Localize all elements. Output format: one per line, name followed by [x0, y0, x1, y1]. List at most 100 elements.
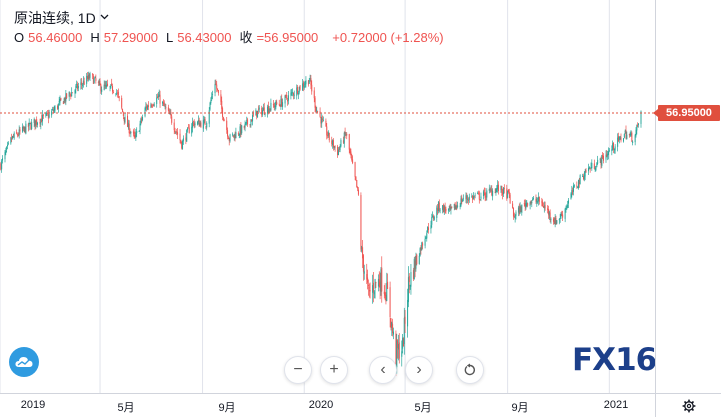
- candle-body: [349, 149, 351, 153]
- candle-316: [368, 283, 370, 298]
- candle-body: [332, 140, 334, 148]
- candle-543: [634, 133, 636, 146]
- candle-474: [553, 217, 555, 225]
- candlestick-chart[interactable]: [0, 0, 655, 393]
- candle-body: [103, 84, 105, 91]
- grid-lines: [0, 0, 610, 393]
- scroll-right-button[interactable]: ›: [405, 356, 433, 384]
- candle-261: [304, 80, 306, 88]
- candle-body: [599, 158, 601, 160]
- candle-body: [483, 190, 485, 192]
- candle-body: [24, 127, 26, 133]
- candle-94: [110, 83, 112, 89]
- candle-480: [560, 211, 562, 220]
- chevron-down-icon[interactable]: [100, 8, 109, 28]
- candle-body: [583, 175, 585, 180]
- symbol-title[interactable]: 原油连续, 1D: [14, 10, 96, 26]
- candle-465: [542, 202, 544, 208]
- candle-20: [23, 126, 25, 133]
- candle-271: [316, 106, 318, 113]
- candle-body: [570, 193, 572, 200]
- candle-65: [76, 80, 78, 88]
- candle-169: [197, 115, 199, 125]
- candle-body: [430, 225, 432, 230]
- candle-386: [450, 204, 452, 215]
- candle-310: [362, 239, 364, 269]
- candle-95: [111, 78, 113, 86]
- candle-421: [491, 185, 493, 197]
- candle-body: [162, 102, 164, 104]
- candle-body: [331, 140, 333, 145]
- candle-body: [531, 201, 533, 204]
- candle-body: [46, 112, 48, 114]
- open-value: 56.46000: [28, 30, 83, 45]
- candle-body: [373, 291, 375, 295]
- price-axis[interactable]: 56.95000: [653, 0, 721, 393]
- candle-body: [37, 122, 39, 125]
- cloud-icon[interactable]: [9, 347, 39, 377]
- candle-12: [13, 131, 15, 140]
- candle-430: [502, 188, 504, 200]
- candle-body: [18, 129, 20, 136]
- candle-body: [240, 125, 242, 134]
- candle-348: [407, 288, 409, 338]
- candle-113: [132, 129, 134, 137]
- candle-391: [456, 201, 458, 211]
- candle-463: [541, 197, 543, 207]
- candle-body: [83, 81, 85, 85]
- zoom-in-button[interactable]: +: [320, 356, 348, 384]
- reset-button[interactable]: [456, 356, 484, 384]
- candle-body: [457, 205, 459, 207]
- candle-53: [62, 100, 64, 105]
- candle-536: [625, 125, 627, 140]
- candle-body: [385, 294, 387, 302]
- chart-settings-button[interactable]: [655, 393, 721, 417]
- candle-85: [99, 78, 101, 86]
- candle-body: [461, 197, 463, 203]
- candle-body: [328, 132, 330, 141]
- candle-body: [392, 331, 394, 335]
- candle-body: [389, 287, 391, 317]
- candle-100: [117, 89, 119, 98]
- candle-107: [124, 113, 126, 124]
- candle-body: [12, 135, 14, 137]
- candle-body: [274, 105, 276, 107]
- chart-plot-area[interactable]: 原油连续, 1D O 56.46000 H 57.29000 L 56.43000 收…: [0, 0, 655, 393]
- candle-522: [608, 148, 610, 153]
- candle-body: [121, 98, 123, 108]
- candle-body: [133, 131, 135, 135]
- candle-235: [274, 102, 276, 111]
- candle-203: [237, 131, 239, 136]
- candle-96: [112, 83, 114, 95]
- candle-182: [212, 90, 214, 100]
- candle-body: [433, 216, 435, 220]
- candle-body: [447, 208, 449, 211]
- candle-24: [28, 118, 30, 131]
- candle-body: [187, 127, 189, 129]
- scroll-left-button[interactable]: ‹: [369, 356, 397, 384]
- candle-body: [104, 84, 106, 86]
- candle-324: [378, 271, 380, 288]
- candle-170: [198, 117, 200, 127]
- candle-body: [147, 105, 149, 110]
- candle-162: [188, 124, 190, 134]
- candle-body: [273, 104, 275, 108]
- candle-body: [362, 255, 364, 272]
- candle-body: [541, 201, 543, 203]
- candle-176: [205, 126, 207, 130]
- candle-body: [535, 198, 537, 202]
- candle-body: [372, 282, 374, 293]
- candle-508: [593, 159, 595, 170]
- candle-262: [305, 76, 307, 88]
- candle-237: [276, 99, 278, 106]
- candle-body: [379, 281, 381, 292]
- time-axis[interactable]: 2019 5月 9月 2020 5月 9月 2021: [0, 393, 655, 417]
- candle-380: [443, 204, 445, 216]
- candle-55: [64, 96, 66, 104]
- candle-body: [367, 285, 369, 286]
- zoom-out-button[interactable]: −: [284, 356, 312, 384]
- candle-body: [582, 175, 584, 180]
- candle-body: [361, 250, 363, 251]
- candle-body: [144, 108, 146, 117]
- candle-body: [303, 85, 305, 88]
